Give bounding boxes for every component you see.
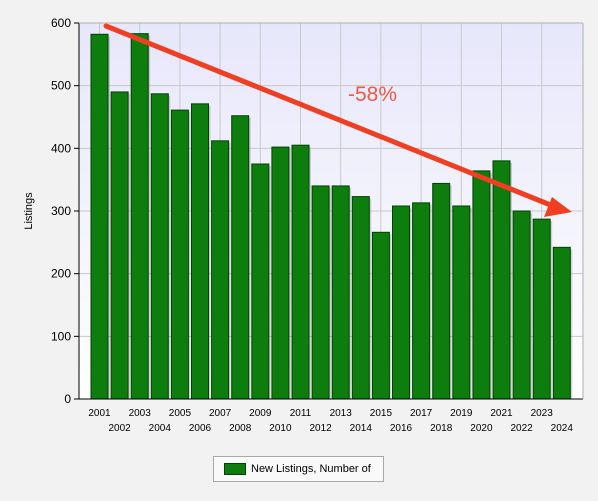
bar <box>211 140 230 400</box>
x-tick-label: 2010 <box>269 423 292 434</box>
bar <box>150 93 169 400</box>
legend-swatch <box>224 463 246 475</box>
x-tick-label: 2017 <box>410 408 433 419</box>
x-tick-label: 2001 <box>88 408 111 419</box>
bar <box>472 170 491 400</box>
trend-arrow-head <box>544 197 572 217</box>
bar <box>331 185 350 400</box>
x-tick-label: 2022 <box>510 423 533 434</box>
y-tick-label: 100 <box>51 329 71 343</box>
x-tick-label: 2002 <box>108 423 131 434</box>
y-tick-label: 200 <box>51 267 71 281</box>
x-tick-label: 2003 <box>129 408 152 419</box>
legend: New Listings, Number of <box>213 456 384 482</box>
bar <box>130 33 149 400</box>
y-axis-label: Listings <box>23 192 35 230</box>
bar <box>311 185 330 400</box>
trend-arrow-shaft <box>103 23 556 209</box>
x-tick-label: 2019 <box>450 408 473 419</box>
x-tick-label: 2018 <box>430 423 453 434</box>
tick-labels: 0 100 200 300 400 500 600 2001 2002 2003 2004 2005 2… <box>51 16 573 434</box>
bar <box>492 160 511 400</box>
y-tick-label: 0 <box>64 392 71 406</box>
axes <box>74 22 584 400</box>
bar <box>552 246 571 400</box>
bar <box>191 103 209 400</box>
bar <box>532 218 551 400</box>
x-tick-label: 2024 <box>551 423 574 434</box>
bar <box>371 231 390 400</box>
bar <box>412 202 431 400</box>
x-tick-label: 2021 <box>490 408 513 419</box>
x-tick-label: 2005 <box>169 408 192 419</box>
y-tick-label: 500 <box>51 79 71 93</box>
x-tick-label: 2015 <box>370 408 393 419</box>
x-tick-label: 2020 <box>470 423 493 434</box>
legend-label: New Listings, Number of <box>251 463 371 475</box>
bar <box>392 205 410 400</box>
bar <box>231 115 250 400</box>
bar <box>512 210 531 400</box>
y-tick-label: 400 <box>51 141 71 155</box>
x-tick-label: 2004 <box>149 423 172 434</box>
bar <box>351 196 370 400</box>
x-tick-label: 2008 <box>229 423 252 434</box>
x-tick-label: 2009 <box>249 408 272 419</box>
y-tick-label: 600 <box>51 16 71 30</box>
bar <box>271 146 290 400</box>
bar <box>90 33 109 400</box>
x-tick-label: 2012 <box>309 423 332 434</box>
x-tick-label: 2013 <box>330 408 353 419</box>
bar <box>432 182 451 400</box>
bar <box>170 109 189 400</box>
x-tick-label: 2014 <box>350 423 373 434</box>
x-tick-label: 2006 <box>189 423 212 434</box>
y-tick-label: 300 <box>51 204 71 218</box>
x-tick-label: 2007 <box>209 408 232 419</box>
bars <box>90 33 573 400</box>
x-tick-label: 2011 <box>290 408 312 419</box>
bar <box>452 205 471 400</box>
bar <box>251 163 270 400</box>
bar <box>110 91 129 400</box>
x-tick-label: 2016 <box>390 423 413 434</box>
change-annotation: -58% <box>348 83 397 106</box>
bar <box>291 144 310 400</box>
trend-arrow <box>103 23 572 217</box>
x-tick-label: 2023 <box>531 408 554 419</box>
